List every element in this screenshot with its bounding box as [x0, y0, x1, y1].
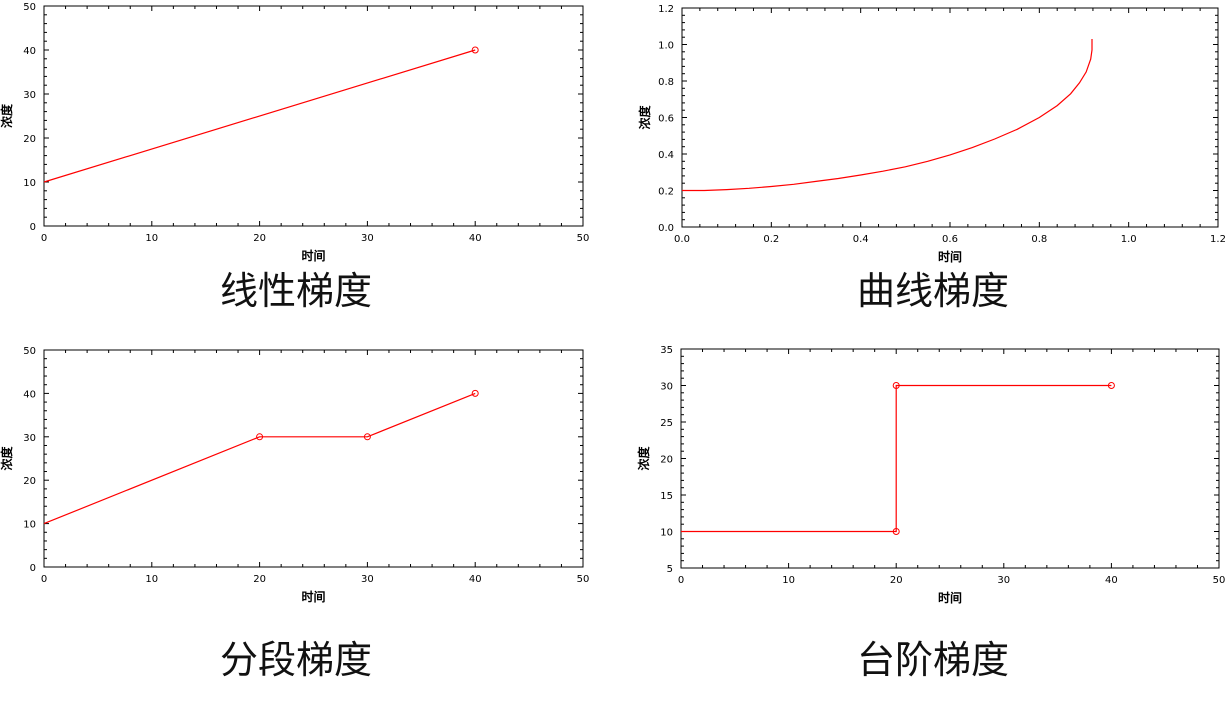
- series-line: [682, 39, 1093, 192]
- data-point-marker: [363, 433, 371, 441]
- y-axis-label: 浓度: [637, 105, 652, 130]
- plot-frame: [43, 349, 584, 568]
- x-tick-label: 10: [145, 233, 158, 244]
- data-point-marker: [256, 433, 264, 441]
- y-tick-label: 0: [30, 222, 36, 233]
- y-tick-label: 0.4: [658, 150, 674, 161]
- y-tick-label: 25: [660, 418, 673, 429]
- x-tick-label: 0.0: [674, 234, 690, 245]
- data-point-marker: [892, 528, 900, 535]
- y-tick-label: 0.0: [658, 223, 674, 234]
- y-tick-label: 20: [660, 455, 673, 466]
- x-tick-label: 0.2: [763, 234, 779, 245]
- y-tick-label: 40: [23, 46, 36, 57]
- y-tick-label: 1.2: [658, 4, 674, 15]
- y-tick-label: 50: [23, 346, 36, 357]
- y-tick-label: 35: [660, 345, 673, 356]
- caption-curve-gradient: 曲线梯度: [856, 269, 1009, 313]
- x-tick-label: 0: [678, 575, 684, 586]
- y-axis-label: 浓度: [0, 446, 14, 471]
- y-tick-label: 20: [23, 134, 36, 145]
- data-point-marker: [471, 46, 479, 54]
- series-line: [681, 384, 1112, 533]
- series-line: [43, 49, 476, 183]
- y-tick-label: 40: [23, 389, 36, 400]
- x-axis-label: 时间: [938, 590, 962, 605]
- x-tick-label: 0.6: [942, 234, 958, 245]
- y-tick-label: 50: [23, 2, 36, 13]
- x-tick-label: 10: [782, 575, 795, 586]
- x-axis-label: 时间: [301, 248, 325, 263]
- x-axis-label: 时间: [938, 249, 962, 264]
- x-tick-label: 0.8: [1031, 234, 1047, 245]
- plot-frame: [681, 7, 1219, 228]
- y-tick-label: 1.0: [658, 41, 674, 52]
- y-axis-label: 浓度: [0, 103, 14, 128]
- x-tick-label: 40: [469, 233, 482, 244]
- plot-frame: [43, 5, 584, 227]
- x-tick-label: 1.2: [1210, 234, 1226, 245]
- x-tick-label: 1.0: [1121, 234, 1137, 245]
- x-tick-label: 30: [361, 233, 374, 244]
- x-tick-label: 0: [41, 574, 47, 585]
- y-tick-label: 10: [660, 528, 673, 539]
- plot-frame: [680, 348, 1220, 569]
- data-point-marker: [471, 389, 479, 397]
- x-tick-label: 30: [361, 574, 374, 585]
- y-tick-label: 5: [667, 564, 673, 575]
- caption-linear-gradient: 线性梯度: [219, 269, 372, 313]
- x-tick-label: 10: [145, 574, 158, 585]
- x-tick-label: 30: [997, 575, 1010, 586]
- x-tick-label: 50: [577, 233, 590, 244]
- caption-step-gradient: 台阶梯度: [856, 638, 1009, 682]
- data-point-marker: [892, 382, 900, 389]
- x-tick-label: 50: [577, 574, 590, 585]
- y-tick-label: 10: [23, 520, 36, 531]
- y-tick-label: 30: [23, 90, 36, 101]
- x-tick-label: 40: [1105, 575, 1118, 586]
- y-tick-label: 15: [660, 491, 673, 502]
- data-point-marker: [1107, 382, 1115, 389]
- y-axis-label: 浓度: [636, 446, 651, 471]
- y-tick-label: 30: [660, 382, 673, 393]
- y-tick-label: 0.2: [658, 187, 674, 198]
- x-tick-label: 20: [253, 574, 266, 585]
- series-line: [43, 392, 476, 525]
- y-tick-label: 0.8: [658, 77, 674, 88]
- x-tick-label: 20: [253, 233, 266, 244]
- x-tick-label: 50: [1213, 575, 1226, 586]
- x-tick-label: 40: [469, 574, 482, 585]
- y-tick-label: 10: [23, 178, 36, 189]
- x-axis-label: 时间: [301, 589, 325, 604]
- y-tick-label: 0.6: [658, 114, 674, 125]
- x-tick-label: 0.4: [853, 234, 869, 245]
- y-tick-label: 30: [23, 433, 36, 444]
- y-tick-label: 0: [30, 563, 36, 574]
- x-tick-label: 20: [890, 575, 903, 586]
- y-tick-label: 20: [23, 476, 36, 487]
- caption-segmented-gradient: 分段梯度: [219, 638, 372, 682]
- x-tick-label: 0: [41, 233, 47, 244]
